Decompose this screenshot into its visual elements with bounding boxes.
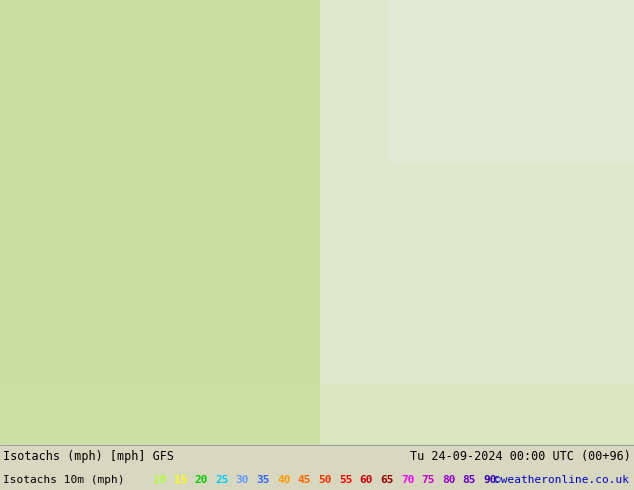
Text: 10: 10 [153,475,167,485]
Text: Isotachs 10m (mph): Isotachs 10m (mph) [3,475,124,485]
Text: 75: 75 [422,475,435,485]
Text: 35: 35 [256,475,270,485]
Text: 65: 65 [380,475,394,485]
Text: 60: 60 [359,475,373,485]
Text: ©weatheronline.co.uk: ©weatheronline.co.uk [494,475,629,485]
Text: 80: 80 [442,475,455,485]
Text: 85: 85 [463,475,476,485]
Bar [320,0,634,444]
Text: 45: 45 [297,475,311,485]
Bar [0,384,634,444]
Text: 50: 50 [318,475,332,485]
Text: Tu 24-09-2024 00:00 UTC (00+96): Tu 24-09-2024 00:00 UTC (00+96) [410,450,631,464]
Bar [390,0,634,164]
Text: 30: 30 [236,475,249,485]
Text: 25: 25 [215,475,229,485]
Text: 15: 15 [174,475,188,485]
Text: 90: 90 [483,475,497,485]
Text: 70: 70 [401,475,414,485]
Text: 55: 55 [339,475,353,485]
Text: Isotachs (mph) [mph] GFS: Isotachs (mph) [mph] GFS [3,450,174,464]
Text: 40: 40 [277,475,290,485]
Text: 20: 20 [195,475,208,485]
